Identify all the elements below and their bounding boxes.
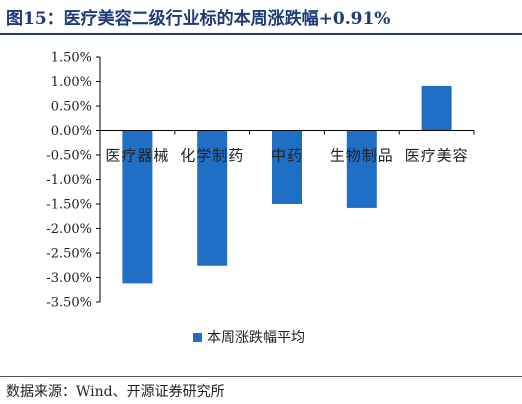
bar [421, 85, 452, 131]
category-label: 生物制品 [330, 147, 394, 165]
legend-swatch [193, 333, 202, 342]
category-label: 医疗美容 [405, 147, 469, 165]
y-tick-label: -0.50% [46, 149, 92, 164]
chart-title: 图15：医疗美容二级行业标的本周涨跌幅+0.91% [6, 9, 391, 29]
y-tick-label: 0.50% [51, 100, 92, 115]
legend: 本周涨跌幅平均 [193, 330, 305, 346]
legend-label: 本周涨跌幅平均 [207, 330, 305, 346]
title-rule [0, 33, 522, 35]
y-tick-label: 1.00% [51, 75, 92, 90]
x-axis-ticks [99, 130, 475, 135]
bar [272, 130, 302, 204]
bars [122, 85, 452, 284]
y-tick-label: -1.50% [46, 198, 92, 213]
y-tick-label: 1.50% [51, 51, 92, 66]
y-tick-label: -3.00% [46, 271, 92, 286]
bar [346, 130, 377, 208]
category-labels: 医疗器械 化学制药 中药 生物制品 医疗美容 [105, 147, 469, 165]
category-label: 化学制药 [180, 147, 244, 165]
category-label: 中药 [271, 147, 303, 165]
category-label: 医疗器械 [105, 147, 169, 165]
bar [122, 130, 153, 284]
bar [197, 130, 228, 266]
y-tick-label: -2.00% [46, 222, 92, 237]
y-tick-label: -2.50% [46, 247, 92, 262]
y-tick-label: 0.00% [51, 124, 92, 139]
y-tick-label: -1.00% [46, 173, 92, 188]
bar-chart: 1.50% 1.00% 0.50% 0.00% -0.50% -1.00% -1.50% -2… [46, 51, 475, 346]
source-rule [0, 376, 522, 377]
y-tick-label: -3.50% [46, 296, 92, 311]
y-axis-ticks: 1.50% 1.00% 0.50% 0.00% -0.50% -1.00% -1.50% -2… [46, 51, 100, 311]
source-note: 数据来源：Wind、开源证券研究所 [6, 384, 225, 400]
